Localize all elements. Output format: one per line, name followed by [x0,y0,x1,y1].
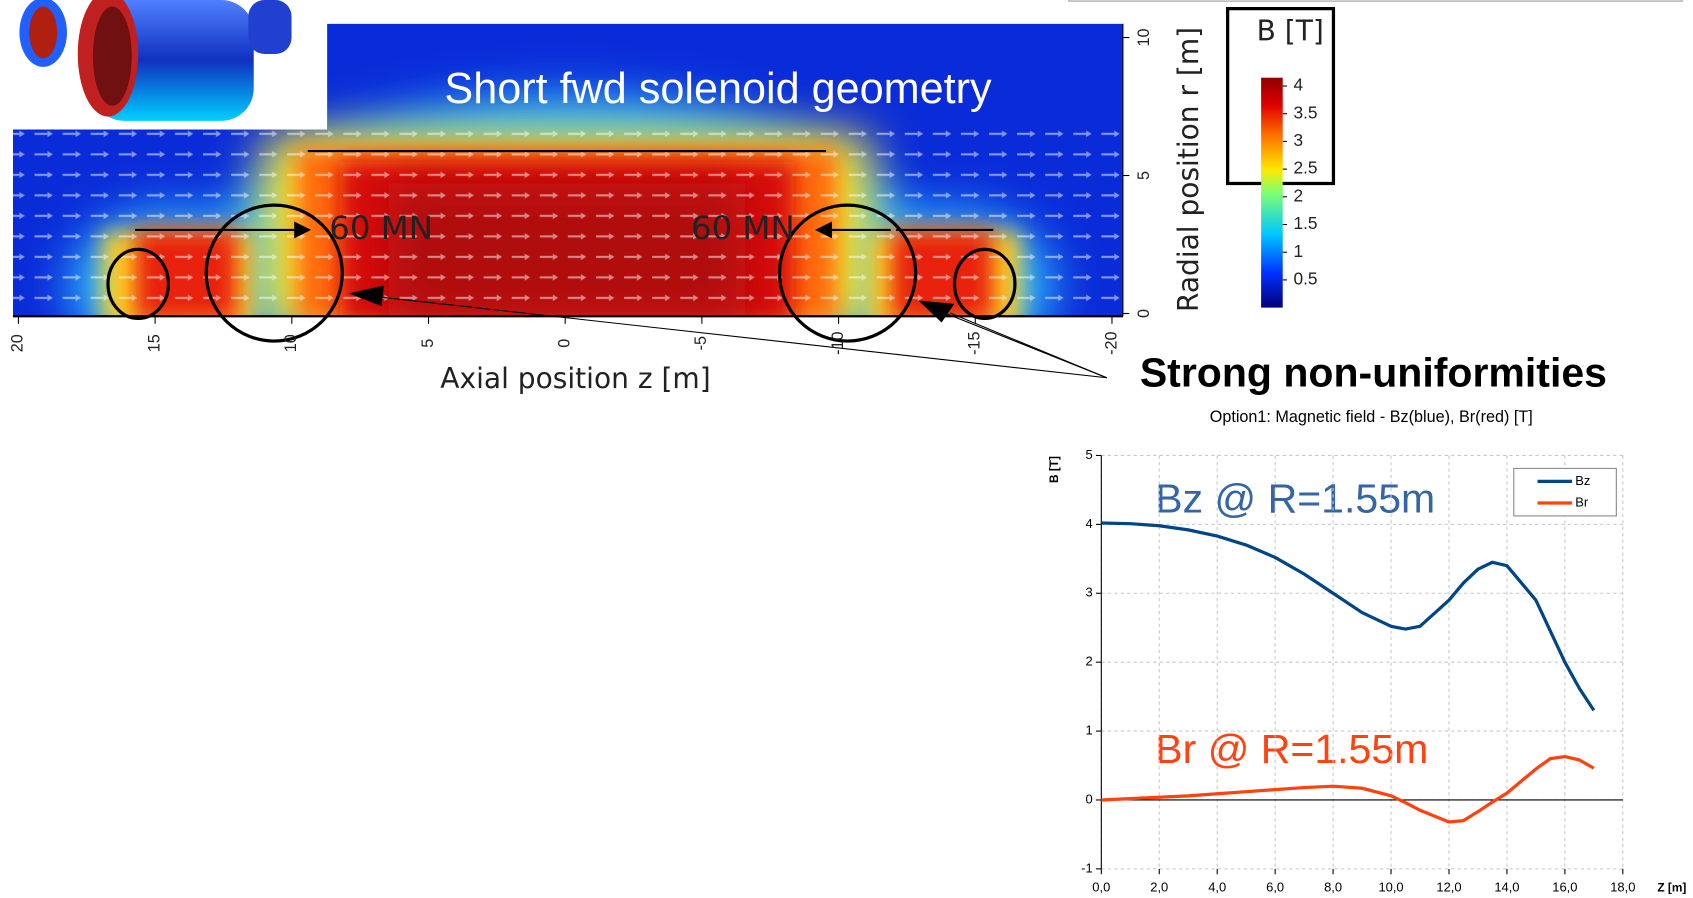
y-tick-label: 0 [1085,791,1092,806]
x-tick-label: 8,0 [1324,880,1342,895]
x-axis-label: Z [m] [1657,880,1686,894]
x-tick-label: 2,0 [1150,880,1168,895]
force-label: 60 MN [329,209,433,247]
x-tick-label: 0,0 [1092,880,1110,895]
z-tick-label: -20 [1102,332,1120,355]
y-tick-label: -1 [1081,860,1093,875]
z-tick-label: 20 [9,334,27,352]
y-tick-label: 3 [1085,585,1092,600]
x-tick-label: 6,0 [1266,880,1284,895]
z-tick-label: -5 [692,336,710,350]
legend-box [1513,467,1617,517]
colorbar-tick-label: 3.5 [1294,102,1318,122]
inset-3d [19,0,292,121]
r-tick-label: 5 [1135,171,1153,180]
colorbar-tick-label: 3 [1294,130,1304,150]
colorbar-tick-label: 2.5 [1294,158,1318,178]
annotation: Br @ R=1.55m [1155,726,1428,772]
legend-label: Br [1575,494,1589,509]
z-tick-label: 15 [145,334,163,352]
z-tick-label: 10 [282,334,300,352]
line-series [1101,754,1595,824]
z-tick-label: 5 [419,339,437,348]
r-tick-label: 10 [1135,29,1153,47]
r-axis-label: Radial position r [m] [1172,27,1205,312]
y-tick-label: 1 [1085,722,1092,737]
colorbar-tick-label: 4 [1294,75,1304,95]
z-axis-label: Axial position z [m] [440,362,710,395]
colorbar-tick-label: 1 [1294,241,1304,261]
z-tick-label: -10 [829,332,847,355]
z-tick-label: -15 [966,332,984,355]
x-tick-label: 16,0 [1552,880,1577,895]
x-tick-label: 14,0 [1494,880,1519,895]
x-tick-label: 10,0 [1378,880,1403,895]
chart-title: Option1: Magnetic field - Bz(blue), Br(r… [1210,408,1533,426]
x-tick-label: 12,0 [1436,880,1461,895]
y-tick-label: 4 [1085,516,1092,531]
line-series [1101,521,1596,712]
colorbar-tick-label: 1.5 [1294,213,1318,233]
y-axis-label: B [T] [1047,456,1061,483]
force-label: 60 MN [691,209,795,247]
colorbar-tick-label: 2 [1294,185,1304,205]
frame-edge [1068,0,1683,2]
x-tick-label: 18,0 [1610,880,1635,895]
y-tick-label: 5 [1085,447,1092,462]
x-tick-label: 4,0 [1208,880,1226,895]
y-tick-label: 2 [1085,654,1092,669]
r-tick-label: 0 [1135,309,1153,318]
callout: Strong non-uniformities [1140,349,1607,395]
annotation: Bz @ R=1.55m [1155,476,1435,522]
colorbar-title: B [T] [1257,14,1324,47]
colorbar-tick-label: 0.5 [1294,268,1318,288]
annotations-shapes [12,23,1124,379]
legend-label: Bz [1575,473,1590,488]
colorbar [1261,77,1283,308]
map-title: Short fwd solenoid geometry [444,65,992,113]
z-tick-label: 0 [555,339,573,348]
